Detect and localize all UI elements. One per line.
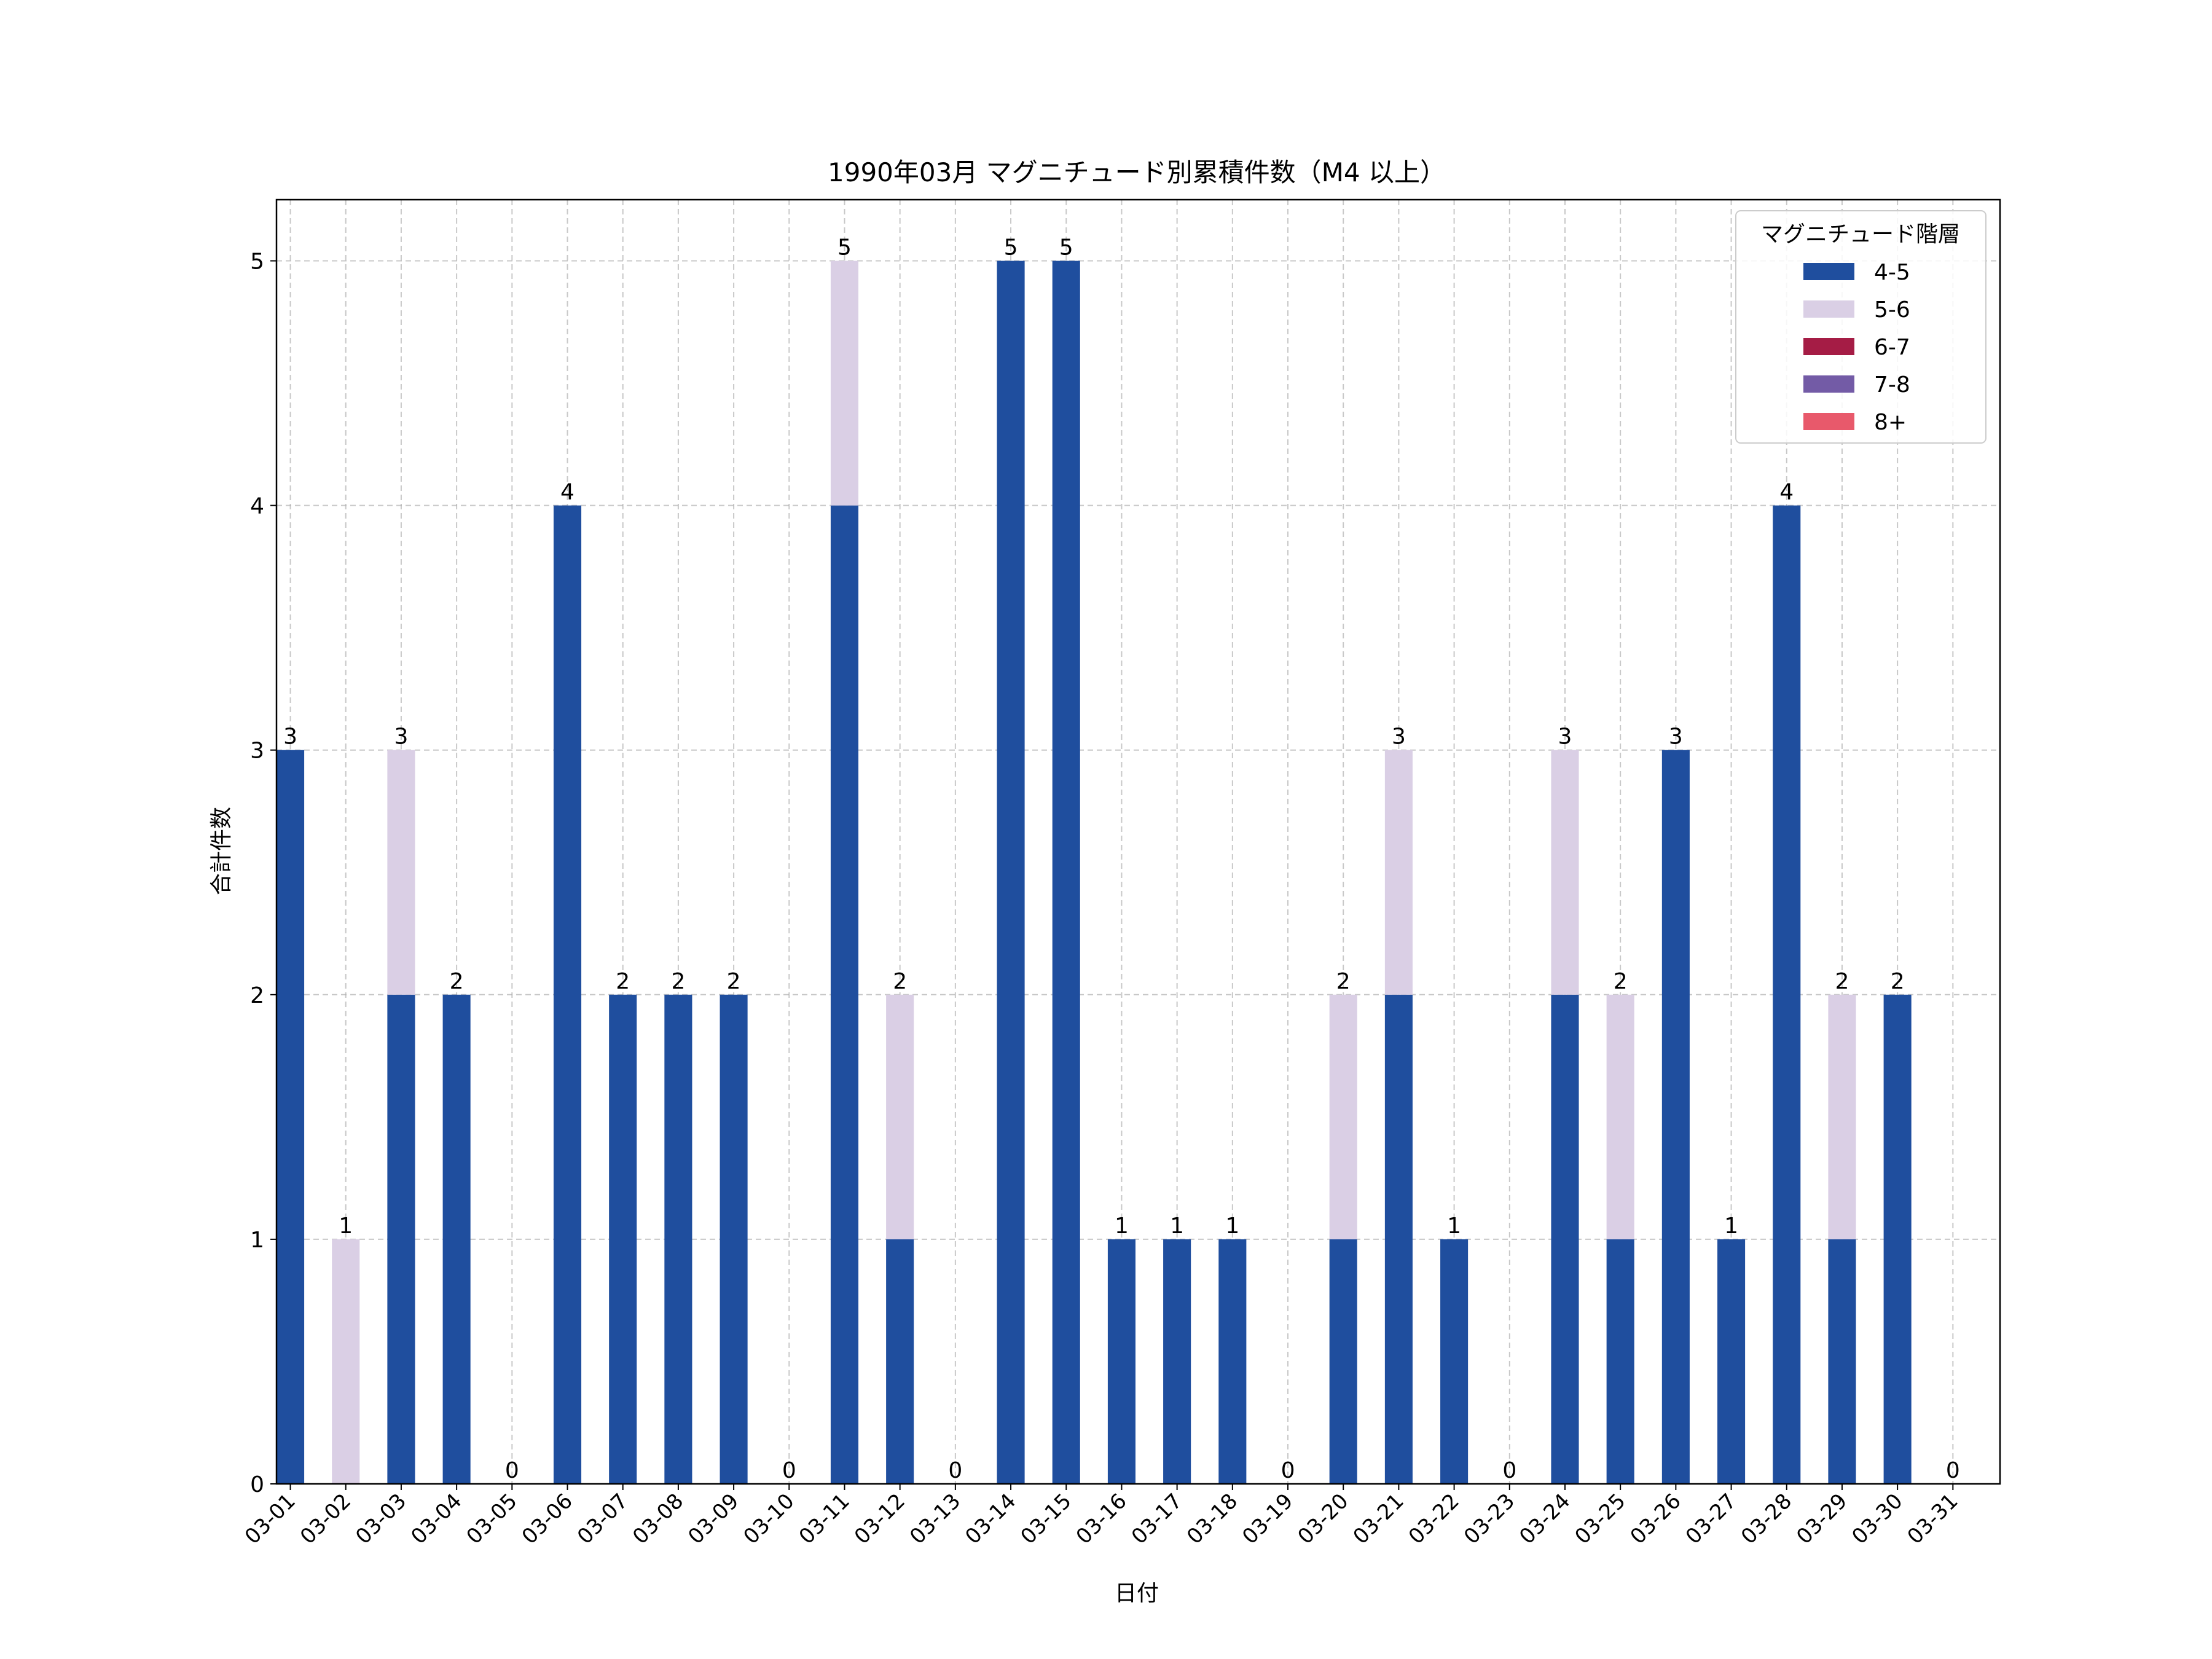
bar-total-label: 5 — [1004, 235, 1018, 261]
bar-segment — [1163, 1239, 1191, 1484]
bar-total-label: 5 — [837, 235, 852, 261]
y-axis: 0 1 2 3 4 5 — [250, 249, 276, 1497]
legend-swatch — [1803, 375, 1854, 393]
bar-segment — [609, 994, 637, 1484]
bar-segment — [1717, 1239, 1746, 1484]
bar-total-label: 0 — [782, 1458, 796, 1483]
bar-segment — [332, 1239, 360, 1484]
bar-segment — [1606, 1239, 1634, 1484]
bar-total-label: 1 — [1447, 1214, 1461, 1239]
plot-frame — [275, 198, 2001, 1485]
bar-total-label: 2 — [616, 969, 630, 994]
bar-total-label: 2 — [671, 969, 685, 994]
bar-segment — [830, 505, 859, 1484]
bar-segment — [720, 994, 748, 1484]
bar-total-label: 1 — [1170, 1214, 1184, 1239]
legend-entry-label: 5-6 — [1874, 297, 1910, 323]
chart-title: 1990年03月 マグニチュード別累積件数（M4 以上） — [828, 157, 1446, 187]
bar-segment — [1384, 994, 1413, 1484]
legend-title: マグニチュード階層 — [1761, 222, 1960, 247]
legend-swatch — [1803, 300, 1854, 318]
bar-segment — [1329, 1239, 1357, 1484]
bar-total-label: 0 — [1946, 1458, 1960, 1483]
bar-segment — [1107, 1239, 1135, 1484]
legend-entry-label: 8+ — [1874, 410, 1907, 435]
bar-segment — [886, 994, 914, 1239]
y-tick-label: 0 — [250, 1472, 264, 1497]
bar-total-label: 1 — [1225, 1214, 1239, 1239]
bar-segment — [1218, 1239, 1247, 1484]
bars — [276, 261, 1912, 1484]
bar-total-label: 2 — [893, 969, 907, 994]
bar-total-label: 4 — [1779, 480, 1794, 505]
y-tick-label: 5 — [250, 249, 264, 275]
bar-segment — [997, 261, 1025, 1484]
bar-segment — [1551, 750, 1579, 995]
bar-total-label: 1 — [1724, 1214, 1738, 1239]
bar-total-label: 2 — [1835, 969, 1849, 994]
bar-total-label: 1 — [1115, 1214, 1129, 1239]
bar-total-label: 3 — [1558, 724, 1572, 750]
bar-total-label: 3 — [283, 724, 297, 750]
bar-segment — [1883, 994, 1912, 1484]
legend: マグニチュード階層 4-5 5-6 6-7 7-8 8+ — [1735, 210, 1986, 444]
bar-segment — [1828, 1239, 1856, 1484]
bar-segment — [1661, 750, 1690, 1484]
bar-total-label: 2 — [727, 969, 741, 994]
bar-segment — [1828, 994, 1856, 1239]
bar-total-label: 5 — [1059, 235, 1073, 261]
y-tick-label: 4 — [250, 494, 264, 519]
bar-segment — [442, 994, 471, 1484]
x-axis-title: 日付 — [1115, 1581, 1159, 1606]
bar-segment — [553, 505, 582, 1484]
bar-total-label: 4 — [560, 480, 575, 505]
legend-swatch — [1803, 338, 1854, 355]
bar-segment — [1329, 994, 1357, 1239]
bar-total-label: 3 — [1392, 724, 1406, 750]
legend-entry-label: 4-5 — [1874, 260, 1910, 285]
bar-segment — [1052, 261, 1080, 1484]
bar-segment — [387, 750, 415, 995]
legend-swatch — [1803, 263, 1854, 280]
bar-segment — [886, 1239, 914, 1484]
bar-total-label: 2 — [1336, 969, 1351, 994]
bar-segment — [276, 750, 305, 1484]
bar-total-label: 3 — [1669, 724, 1683, 750]
bar-total-label: 2 — [1891, 969, 1905, 994]
bar-segment — [1384, 750, 1413, 995]
y-tick-label: 2 — [250, 983, 264, 1008]
y-tick-label: 1 — [250, 1228, 264, 1253]
y-axis-title: 合計件数 — [209, 807, 234, 895]
total-labels: 3 1 3 2 0 4 2 2 2 0 5 2 0 5 5 1 1 1 0 2 3 1 0 3 2 3 1 4 2 2 0 — [283, 235, 1960, 1483]
bar-segment — [1440, 1239, 1469, 1484]
y-tick-label: 3 — [250, 739, 264, 764]
bar-total-label: 0 — [505, 1458, 519, 1483]
bar-segment — [1551, 994, 1579, 1484]
bar-total-label: 0 — [1502, 1458, 1516, 1483]
bar-total-label: 0 — [948, 1458, 962, 1483]
bar-segment — [830, 261, 859, 506]
bar-segment — [387, 994, 415, 1484]
bar-segment — [1606, 994, 1634, 1239]
bar-total-label: 0 — [1281, 1458, 1295, 1483]
legend-entry-label: 6-7 — [1874, 335, 1910, 360]
bar-total-label: 3 — [394, 724, 408, 750]
bar-total-label: 2 — [1614, 969, 1628, 994]
bar-segment — [1773, 505, 1801, 1484]
legend-box — [1735, 210, 1986, 444]
bar-segment — [664, 994, 692, 1484]
bar-total-label: 1 — [339, 1214, 353, 1239]
legend-entry-label: 7-8 — [1874, 372, 1910, 398]
bar-total-label: 2 — [450, 969, 464, 994]
legend-swatch — [1803, 413, 1854, 430]
